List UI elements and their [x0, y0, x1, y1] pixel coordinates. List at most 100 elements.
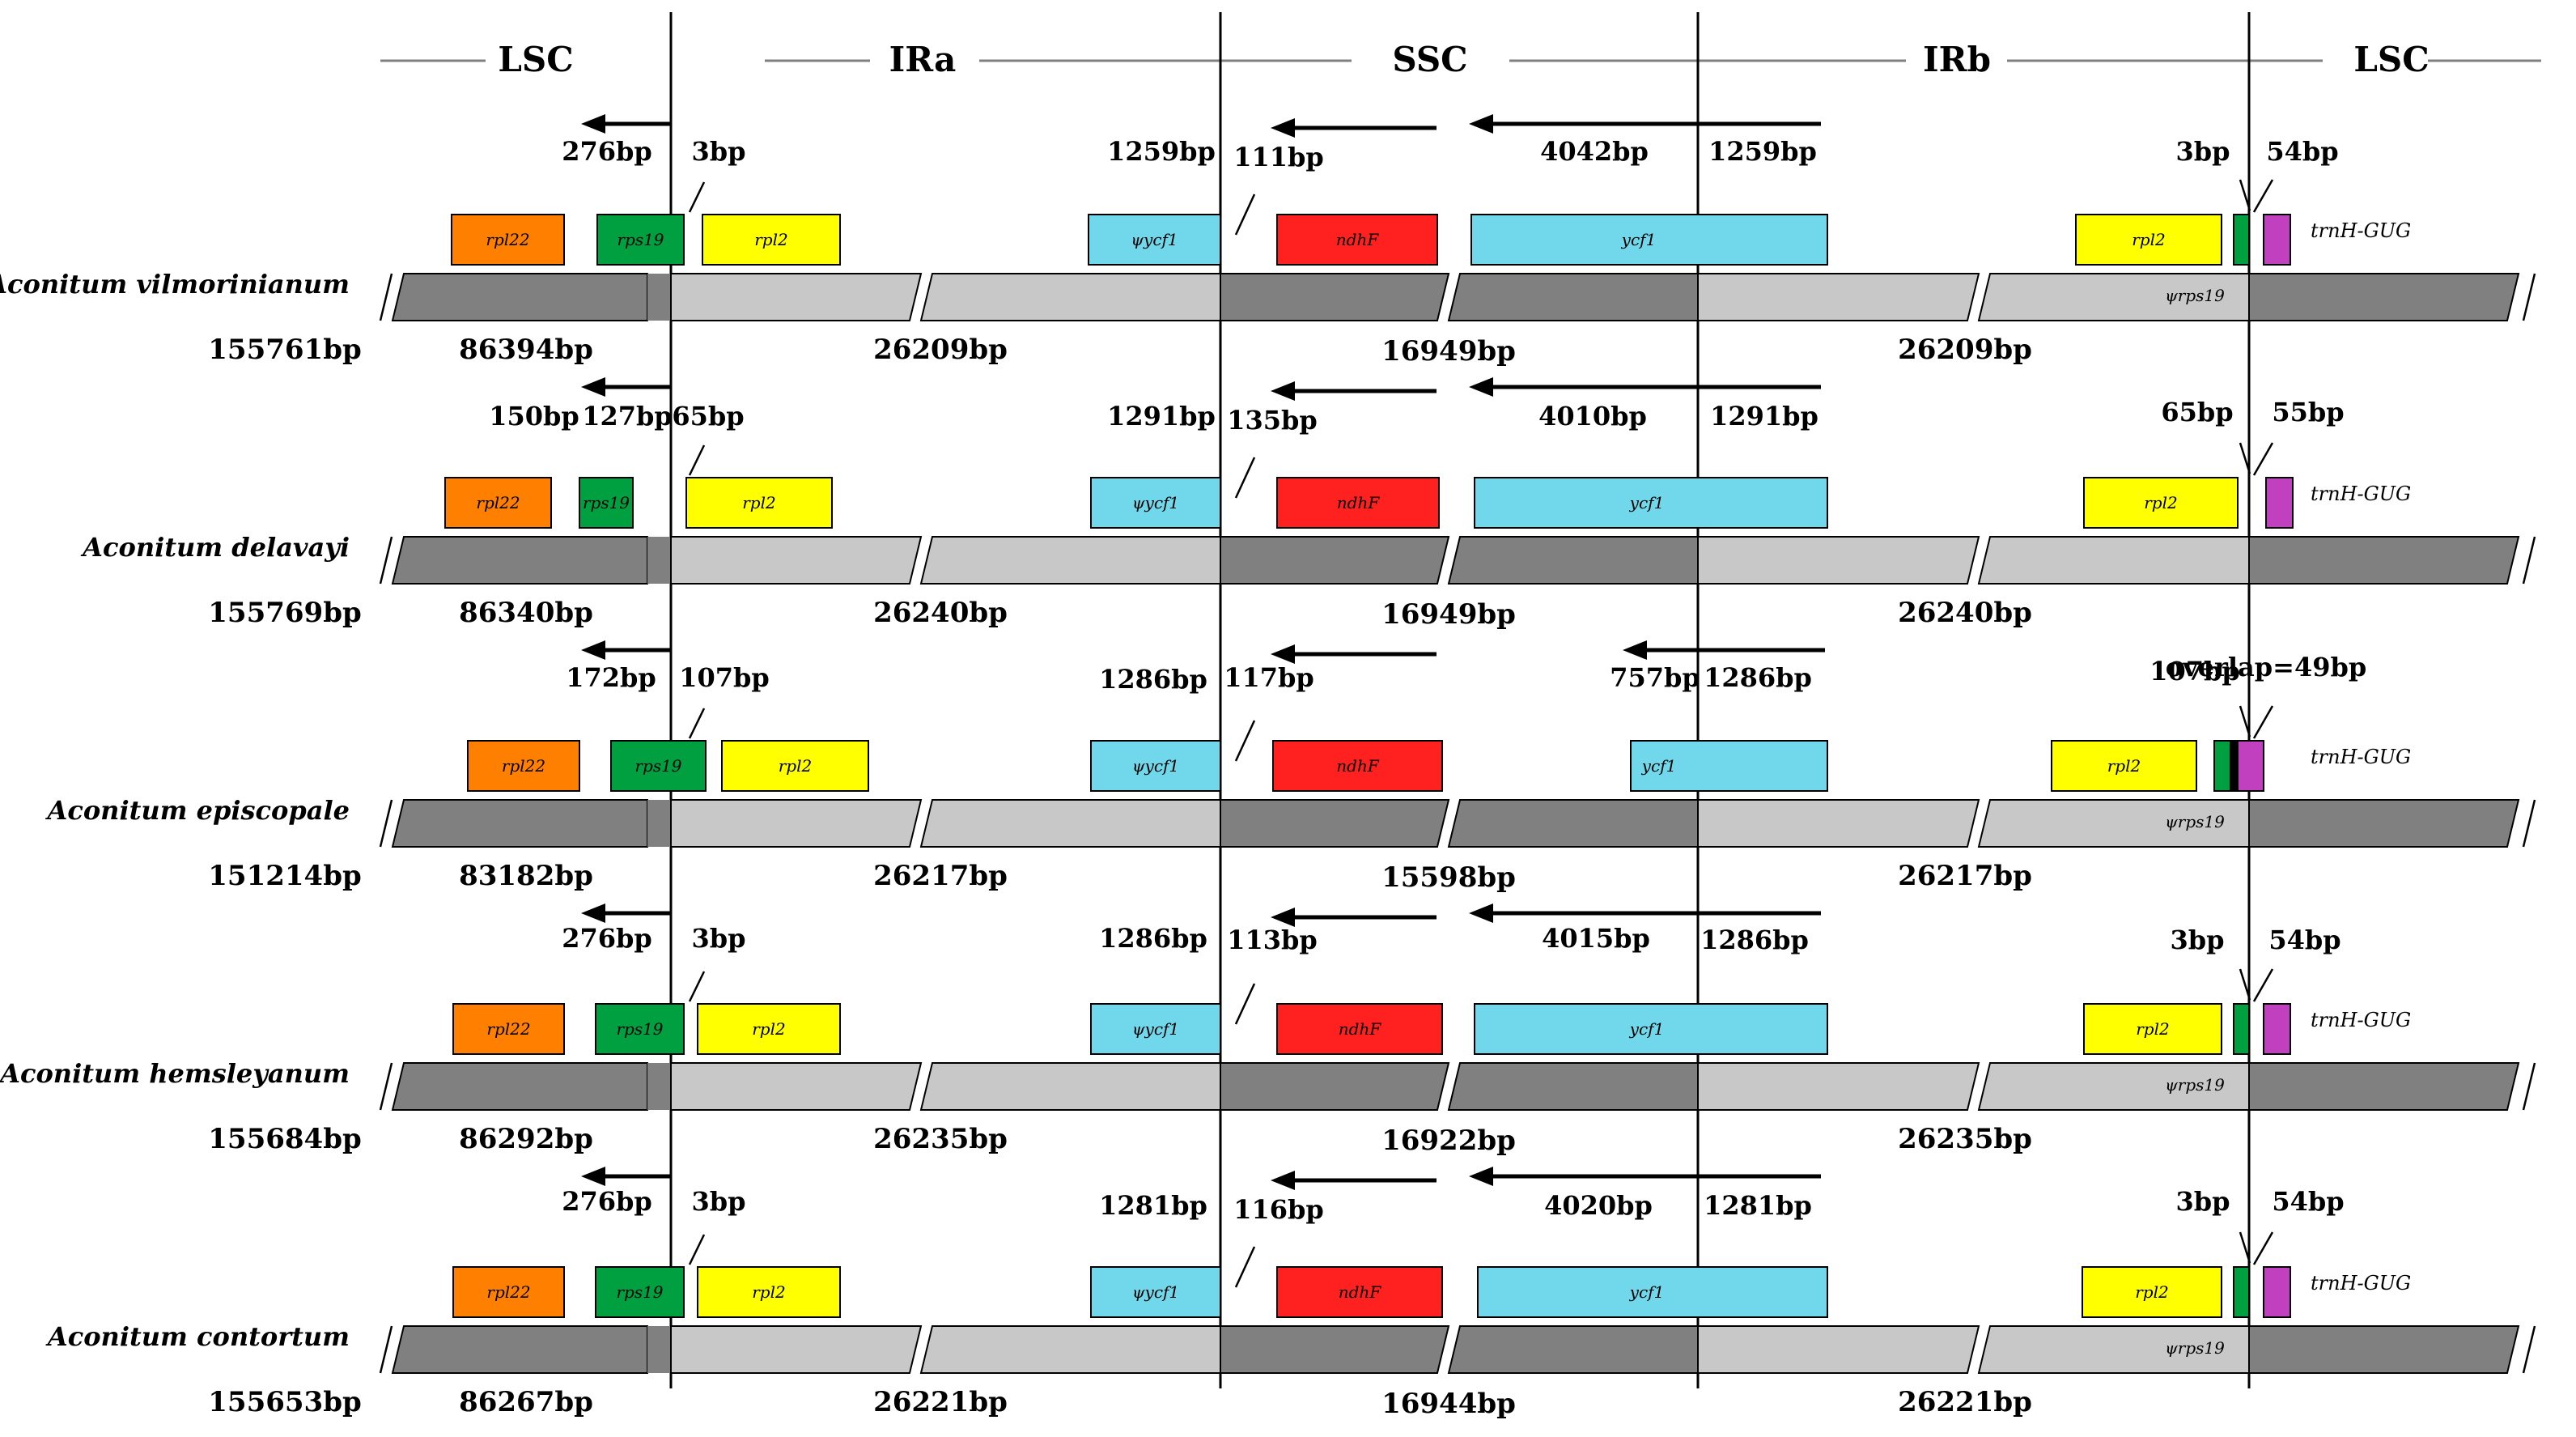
arrow-ycf1 [1623, 640, 1825, 660]
bar-ssc-2 [1447, 273, 1699, 321]
arrow-head [581, 903, 605, 923]
bp-annotation: 3bp [2175, 136, 2230, 167]
gene-rpl2-irb: rpl2 [2075, 214, 2222, 266]
bar-ira-2 [919, 273, 1221, 321]
gene-ndhF: ndhF [1272, 740, 1443, 792]
gene-rpl2-ira: rpl2 [697, 1003, 841, 1055]
arrow-rps19 [581, 114, 670, 134]
bp-annotation: 65bp [672, 401, 744, 432]
tick-trnH [2252, 705, 2274, 739]
tick-psi-ycf1 [1234, 720, 1256, 762]
bp-annotation: 1286bp [1700, 925, 1809, 955]
gene-ndhF-box [1276, 1003, 1443, 1055]
gene-rpl22-box [452, 1266, 565, 1318]
bar-break-right [2522, 273, 2536, 321]
arrow-head [1469, 903, 1493, 923]
arrow-rps19 [581, 377, 670, 397]
irb-length: 26217bp [1898, 860, 2032, 892]
bar-lsc-right [2248, 1325, 2520, 1374]
arrow-head [1271, 908, 1295, 927]
bp-annotation: 1259bp [1107, 136, 1216, 167]
genome-total-length: 155761bp [208, 334, 362, 366]
bar-break-left [379, 1062, 393, 1111]
gene-psi-ycf1: ψycf1 [1088, 214, 1221, 266]
ssc-length: 15598bp [1381, 861, 1516, 894]
bp-annotation: 4015bp [1542, 923, 1650, 954]
tick-trnH [2252, 968, 2274, 1002]
gene-rpl2-irb-label: rpl2 [2144, 493, 2177, 512]
bp-annotation: 276bp [562, 923, 652, 954]
gene-rpl2-irb-box [2051, 740, 2197, 792]
bp-annotation: 117bp [1224, 662, 1314, 693]
gene-trnH [2263, 214, 2291, 266]
ssc-length: 16949bp [1381, 335, 1516, 368]
bp-annotation: 3bp [691, 136, 745, 167]
arrow-head [581, 114, 605, 134]
bar-lsc-right [2248, 799, 2520, 848]
arrow-head [1623, 640, 1647, 660]
tick-psi-ycf1 [1234, 1246, 1256, 1288]
gene-trnH-label: trnH-GUG [2311, 483, 2411, 505]
species-block: 276bp 3bp 1259bp 111bp 4042bp 1259bp 3bp 54bp rp… [0, 114, 2536, 368]
bar-ssc-1 [1220, 1325, 1450, 1374]
bp-annotation: 150bp [489, 401, 579, 432]
bar-irb-2 [1977, 536, 2250, 585]
bar-break-right [2522, 799, 2536, 848]
bar-lsc-left-fill [647, 1326, 671, 1373]
gene-psi-ycf1-label: ψycf1 [1132, 1019, 1179, 1039]
gene-rpl22: rpl22 [451, 214, 565, 266]
bar-break-left [379, 1325, 393, 1374]
bp-annotation: 4042bp [1540, 136, 1649, 167]
bp-annotation: 172bp [566, 662, 656, 693]
genome-total-length: 155653bp [208, 1386, 362, 1418]
bar-irb-1 [1697, 1062, 1980, 1111]
gene-psi-ycf1-box [1090, 1003, 1221, 1055]
gene-rps19-irb [2233, 1266, 2250, 1318]
gene-rpl2-irb: rpl2 [2051, 740, 2197, 792]
arrow-head [1271, 381, 1295, 401]
lsc-length: 86292bp [459, 1123, 593, 1155]
gene-rps19: rps19 [595, 1003, 685, 1055]
gene-rpl2-irb: rpl2 [2082, 1266, 2222, 1318]
bar-ssc-2 [1447, 1062, 1699, 1111]
gene-trnH [2265, 477, 2294, 529]
gene-rpl2-irb-label: rpl2 [2136, 1019, 2169, 1039]
gene-rpl2-ira-label: rpl2 [752, 1282, 785, 1302]
gene-rps19-label: rps19 [583, 493, 630, 512]
gene-trnH-box [2263, 1266, 2291, 1318]
gene-trnH-label: trnH-GUG [2311, 1009, 2411, 1031]
gene-ndhF-box [1276, 214, 1438, 266]
bp-annotation: 276bp [562, 136, 652, 167]
gene-rpl2-ira-box [685, 477, 833, 529]
arrow-ycf1 [1469, 1167, 1821, 1186]
gene-rps19-irb-box [2233, 1266, 2250, 1318]
bp-annotation: 3bp [2170, 925, 2224, 955]
species-name: Aconitum delavayi [80, 532, 350, 563]
bp-annotation: 1281bp [1704, 1190, 1812, 1221]
species-name: Aconitum vilmorinianum [0, 269, 350, 300]
arrow-head [1271, 1171, 1295, 1190]
bar-lsc-left-fill [647, 274, 671, 321]
gene-ycf1 [1474, 477, 1828, 529]
bar-ira-2 [919, 799, 1221, 848]
arrow-head [1271, 118, 1295, 138]
gene-trnH [2263, 1266, 2291, 1318]
bar-break-left [379, 799, 393, 848]
lsc-length: 86394bp [459, 334, 593, 366]
gene-psi-rps19-label: ψrps19 [2165, 1075, 2225, 1095]
gene-psi-ycf1: ψycf1 [1090, 1003, 1221, 1055]
gene-rps19: rps19 [610, 740, 707, 792]
arrow-ndhF [1271, 381, 1437, 401]
gene-rpl2-ira-box [697, 1266, 841, 1318]
gene-rps19-box [610, 740, 707, 792]
gene-rpl2-ira: rpl2 [702, 214, 841, 266]
gene-rps19-label: rps19 [634, 756, 681, 776]
bp-annotation: 1281bp [1099, 1190, 1207, 1221]
arrow-ndhF [1271, 908, 1437, 927]
gene-ycf1 [1470, 214, 1828, 266]
gene-rpl2-ira: rpl2 [685, 477, 833, 529]
tick-ira-start [688, 181, 706, 213]
bp-annotation: 107bp [2149, 656, 2240, 687]
bar-ssc-1 [1220, 799, 1450, 848]
bar-irb-1 [1697, 1325, 1980, 1374]
